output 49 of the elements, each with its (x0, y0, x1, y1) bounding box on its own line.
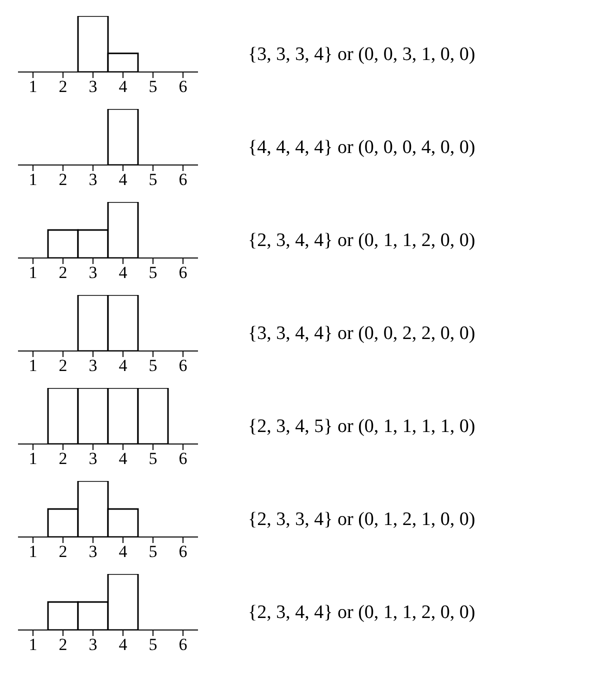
text: {2, 3, 4, 4} or (0, 1, 1, 2, 0, 0) (248, 230, 476, 250)
x-tick-label: 2 (58, 76, 68, 96)
x-tick-label: 4 (118, 262, 128, 282)
x-tick-label: 2 (58, 448, 68, 468)
x-tick-label: 2 (58, 262, 68, 282)
x-tick-label: 1 (28, 262, 38, 282)
x-tick-label: 1 (28, 170, 38, 189)
x-tick-label: 3 (88, 634, 98, 654)
x-tick-label: 3 (88, 76, 98, 96)
x-tick-label: 4 (118, 448, 128, 468)
x-tick-label: 6 (178, 448, 188, 468)
x-tick-label: 4 (118, 356, 128, 375)
x-tick-label: 1 (28, 448, 38, 468)
x-tick-label: 5 (148, 634, 158, 654)
x-tick-label: 2 (58, 356, 68, 375)
x-tick-label: 2 (58, 634, 68, 654)
x-tick-label: 6 (178, 356, 188, 375)
x-tick-label: 6 (178, 76, 188, 96)
x-tick-label: 6 (178, 542, 188, 561)
x-tick-label: 4 (118, 76, 128, 96)
text: {2, 3, 4, 5} or (0, 1, 1, 1, 1, 0) (248, 416, 476, 436)
x-tick-label: 1 (28, 542, 38, 561)
x-tick-label: 6 (178, 262, 188, 282)
x-tick-label: 2 (58, 170, 68, 189)
x-tick-label: 6 (178, 634, 188, 654)
x-tick-label: 5 (148, 356, 158, 375)
x-tick-label: 5 (148, 542, 158, 561)
text: {3, 3, 4, 4} or (0, 0, 2, 2, 0, 0) (248, 322, 476, 344)
x-tick-label: 6 (178, 170, 188, 189)
x-tick-label: 5 (148, 170, 158, 189)
x-tick-label: 3 (88, 542, 98, 561)
x-tick-label: 5 (148, 76, 158, 96)
x-tick-label: 1 (28, 356, 38, 375)
text: {2, 3, 3, 4} or (0, 1, 2, 1, 0, 0) (248, 508, 476, 530)
x-tick-label: 1 (28, 634, 38, 654)
text: {3, 3, 3, 4} or (0, 0, 3, 1, 0, 0) (248, 44, 476, 64)
text: {2, 3, 4, 4} or (0, 1, 1, 2, 0, 0) (248, 602, 476, 622)
x-tick-label: 5 (148, 262, 158, 282)
text: {4, 4, 4, 4} or (0, 0, 0, 4, 0, 0) (248, 136, 476, 158)
x-tick-label: 3 (88, 262, 98, 282)
x-tick-label: 1 (28, 76, 38, 96)
x-tick-label: 4 (118, 170, 128, 189)
x-tick-label: 3 (88, 356, 98, 375)
x-tick-label: 4 (118, 542, 128, 561)
x-tick-label: 2 (58, 542, 68, 561)
x-tick-label: 4 (118, 634, 128, 654)
x-tick-label: 3 (88, 448, 98, 468)
x-tick-label: 3 (88, 170, 98, 189)
x-tick-label: 5 (148, 448, 158, 468)
